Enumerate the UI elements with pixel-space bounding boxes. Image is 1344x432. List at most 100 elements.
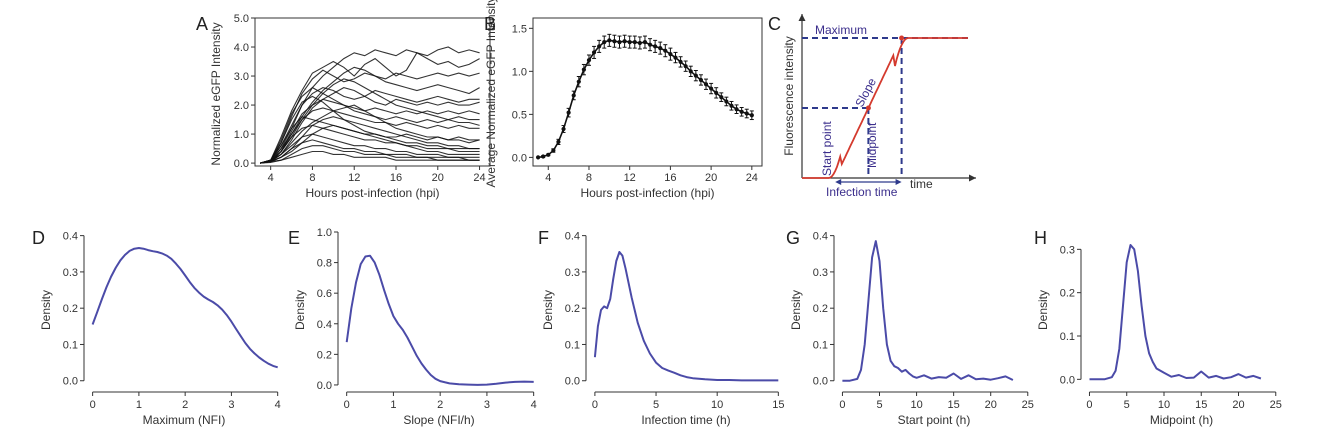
x-tick-label: 3 — [484, 399, 490, 411]
data-point — [622, 39, 627, 44]
y-tick-label: 0.0 — [512, 152, 527, 164]
x-tick-label: 2 — [182, 399, 188, 411]
panel-d: 0 1 2 3 4 0.0 0.1 0.2 0.3 0.4 Maximum (NFI) Density — [39, 231, 281, 427]
y-tick-label: 1.0 — [512, 66, 527, 78]
panel-h: 0 5 10 15 20 25 0.0 0.1 0.2 0.3 Midpoint (h) Densit… — [1036, 244, 1282, 427]
x-axis-label: Infection time (h) — [641, 413, 730, 427]
x-tick-label: 16 — [664, 172, 676, 184]
x-tick-label: 12 — [348, 172, 360, 184]
x-tick-label: 24 — [746, 172, 758, 184]
x-tick-label: 20 — [432, 172, 444, 184]
midpoint-dot — [865, 105, 871, 111]
y-tick-label: 5.0 — [234, 13, 249, 25]
y-axis-label: Normalized eGFP Intensity — [209, 22, 223, 165]
infection-time-label: Infection time — [826, 185, 898, 199]
x-axis-label: Maximum (NFI) — [143, 413, 226, 427]
y-tick-label: 3.0 — [234, 71, 249, 83]
data-point — [632, 39, 637, 45]
data-point — [653, 44, 658, 49]
data-point — [566, 110, 571, 115]
x-tick-label: 20 — [1232, 399, 1244, 411]
data-point — [678, 59, 683, 64]
panel-letter-a: A — [196, 14, 208, 34]
x-axis-arrow — [969, 174, 976, 182]
data-point — [744, 111, 749, 116]
y-tick-label: 0.1 — [1060, 331, 1075, 343]
x-axis-label: Hours post-infection (hpi) — [580, 186, 714, 200]
data-point — [586, 58, 592, 63]
y-tick-label: 0.3 — [63, 267, 78, 279]
y-axis-label: Density — [789, 290, 803, 330]
data-point — [724, 99, 729, 104]
x-tick-label: 8 — [586, 172, 592, 184]
x-tick-label: 12 — [624, 172, 636, 184]
x-tick-label: 0 — [1086, 399, 1092, 411]
data-point — [719, 95, 724, 100]
x-tick-label: 4 — [531, 399, 537, 411]
panel-letter-c: C — [768, 14, 781, 34]
x-tick-label: 0 — [592, 399, 598, 411]
arrow-head-right — [895, 179, 902, 185]
y-tick-label: 0.8 — [317, 258, 332, 270]
x-tick-label: 4 — [545, 172, 551, 184]
x-tick-label: 15 — [1195, 399, 1207, 411]
y-axis-label: Density — [39, 290, 53, 330]
x-tick-label: 5 — [1124, 399, 1130, 411]
y-tick-label: 0.5 — [512, 109, 527, 121]
y-tick-label: 4.0 — [234, 42, 249, 54]
y-tick-label: 0.0 — [1060, 374, 1075, 386]
x-tick-label: 0 — [90, 399, 96, 411]
y-tick-label: 0.6 — [317, 288, 332, 300]
x-tick-label: 1 — [136, 399, 142, 411]
y-tick-label: 0.4 — [63, 231, 78, 243]
trace-line — [260, 107, 480, 164]
x-tick-label: 4 — [268, 172, 274, 184]
trace-line — [260, 133, 480, 164]
data-point — [663, 48, 668, 53]
arrow-head-left — [835, 179, 842, 185]
y-tick-label: 0.0 — [234, 158, 249, 170]
y-tick-label: 0.0 — [317, 380, 332, 392]
plot-frame — [254, 17, 491, 167]
panel-a: 4 8 12 16 20 24 0.0 1.0 2.0 3.0 4.0 5.0 Hours post-i… — [209, 13, 491, 200]
y-tick-label: 1.0 — [317, 227, 332, 239]
data-point — [729, 103, 734, 108]
y-tick-label: 0.4 — [565, 231, 580, 243]
y-tick-label: 0.4 — [317, 319, 332, 331]
panel-g: 0 5 10 15 20 25 0.0 0.1 0.2 0.3 0.4 Start point (h)… — [789, 231, 1034, 427]
y-tick-label: 1.5 — [512, 23, 527, 35]
maximum-dot — [899, 35, 905, 41]
y-axis-label: Average Normalized eGFP Intensity — [484, 0, 498, 187]
data-point — [637, 40, 642, 46]
density-curve — [1089, 244, 1262, 381]
sigmoid-curve — [802, 37, 968, 179]
trace-line — [260, 116, 480, 164]
y-tick-label: 0.2 — [63, 303, 78, 315]
data-point — [556, 139, 561, 145]
x-tick-label: 10 — [1158, 399, 1170, 411]
x-tick-label: 5 — [876, 399, 882, 411]
y-axis-label: Fluorescence intensity — [782, 36, 796, 155]
x-axis-label: Slope (NFI/h) — [403, 413, 474, 427]
data-point — [693, 73, 698, 78]
x-tick-label: 2 — [437, 399, 443, 411]
x-tick-label: 15 — [948, 399, 960, 411]
panel-letter-g: G — [786, 228, 800, 248]
data-point — [714, 90, 719, 95]
data-point — [607, 38, 612, 43]
mean-line — [537, 39, 753, 159]
data-point — [734, 107, 739, 112]
x-tick-label: 8 — [309, 172, 315, 184]
data-point — [571, 93, 576, 98]
y-axis-label: Density — [293, 290, 307, 330]
y-tick-label: 0.0 — [813, 376, 828, 388]
trace-line — [260, 95, 480, 164]
y-tick-label: 0.0 — [565, 376, 580, 388]
x-tick-label: 25 — [1022, 399, 1034, 411]
y-tick-label: 1.0 — [234, 129, 249, 141]
data-point — [688, 69, 693, 74]
data-point — [551, 148, 556, 153]
x-tick-label: 20 — [705, 172, 717, 184]
